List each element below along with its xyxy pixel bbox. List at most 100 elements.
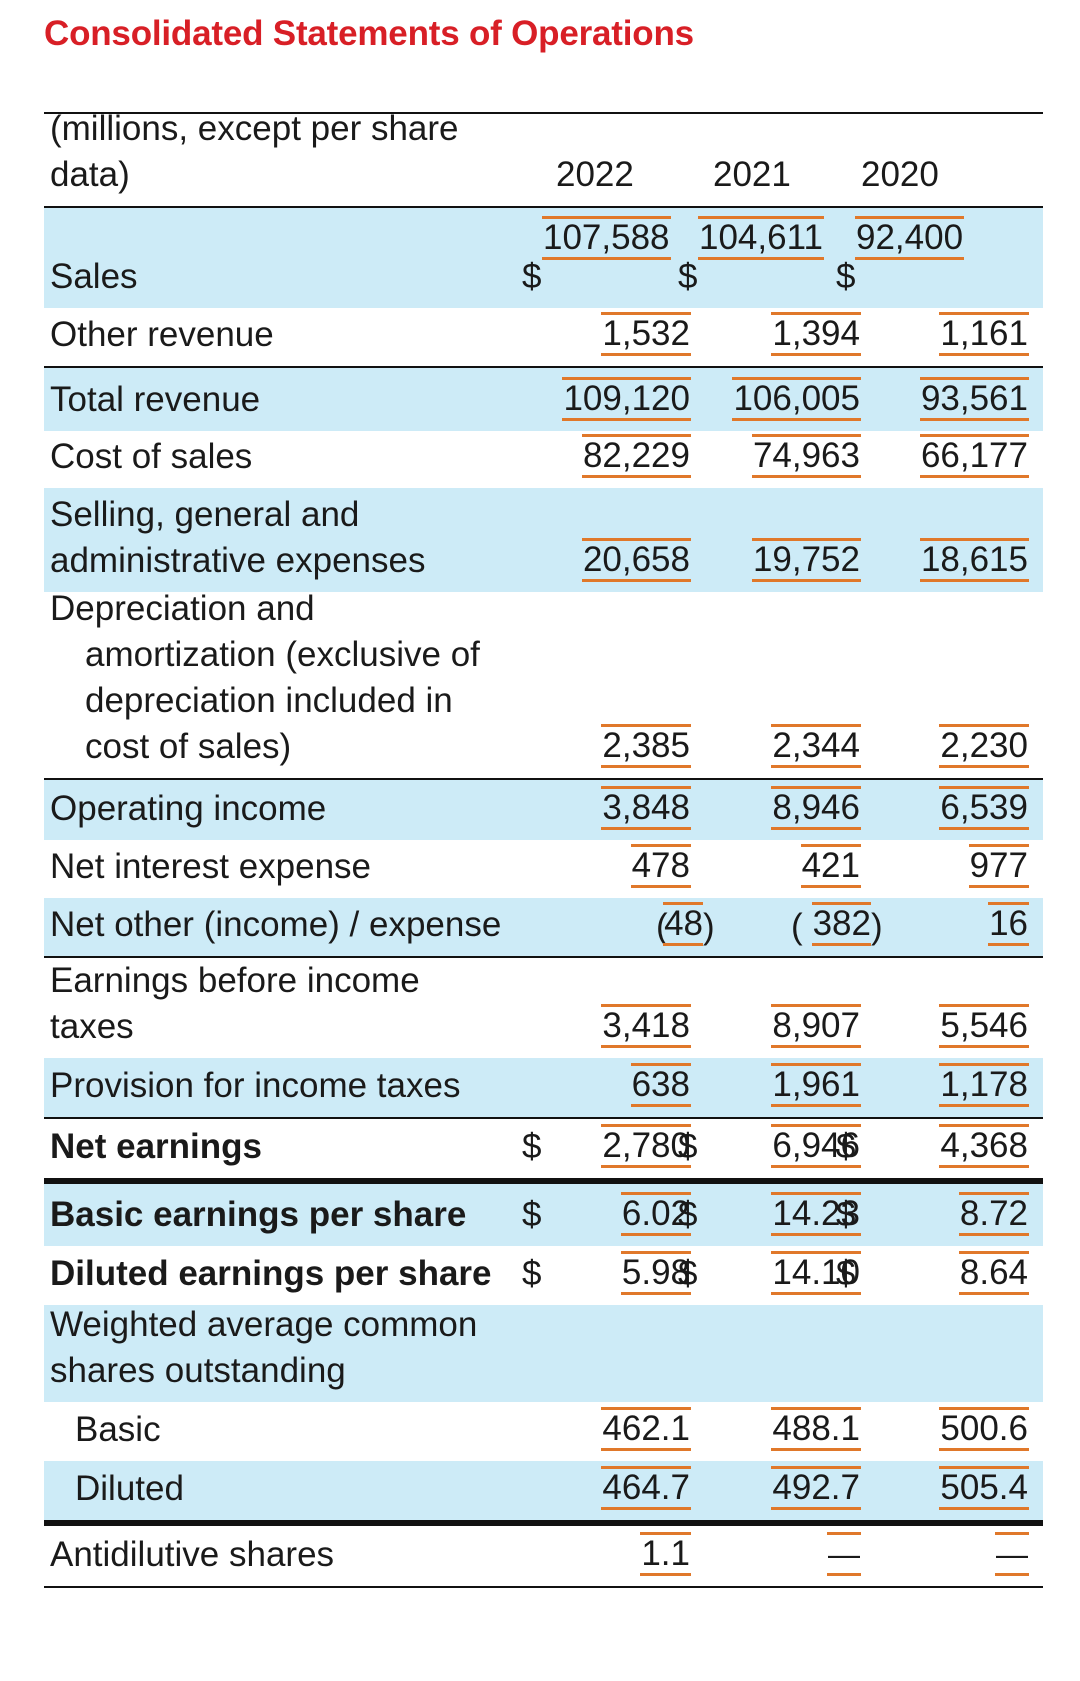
dollar-sign: $ (678, 257, 698, 296)
value-2021: 488.1 (771, 1407, 861, 1451)
value-2022: 1.1 (640, 1532, 691, 1576)
value-2020: 16 (988, 902, 1029, 946)
value-2020: 1,161 (939, 312, 1029, 356)
value-2021: 14.10 (771, 1251, 861, 1295)
table-row-net-earnings: Net earnings $ 2,780 $ 6,946 $ 4,368 (44, 1119, 1043, 1178)
value-2022: 462.1 (601, 1407, 691, 1451)
units-label: (millions, except per share data) (50, 109, 459, 194)
open-paren: ( (656, 907, 668, 946)
value-2022: 3,848 (601, 786, 691, 830)
value-2020: 505.4 (939, 1466, 1029, 1510)
row-label: Diluted earnings per share (50, 1254, 492, 1293)
value-2021: 104,611 (698, 216, 824, 260)
value-2021: 14.23 (771, 1192, 861, 1236)
close-paren: ) (703, 907, 715, 946)
value-2021: 106,005 (732, 377, 861, 421)
value-2022: 2,780 (601, 1124, 691, 1168)
table-row-sales: Sales $ $ $ 107,588 104,611 92,400 (44, 206, 1043, 308)
row-label: Weighted average common shares outstandi… (50, 1305, 478, 1390)
table-row-other-revenue: Other revenue 1,532 1,394 1,161 (44, 308, 1043, 368)
value-2022: 1,532 (601, 312, 691, 356)
table-row-diluted-shares: Diluted 464.7 492.7 505.4 (44, 1461, 1043, 1520)
value-2021: — (827, 1532, 861, 1576)
value-2020: 4,368 (939, 1124, 1029, 1168)
value-2021: 8,907 (771, 1004, 861, 1048)
value-2022: 82,229 (581, 434, 691, 478)
row-label: Antidilutive shares (50, 1535, 335, 1574)
value-2020: 5,546 (939, 1004, 1029, 1048)
table-row-sga: Selling, general and administrative expe… (44, 488, 1043, 592)
row-label: Earnings before income taxes (50, 961, 420, 1046)
row-label: Net interest expense (50, 847, 372, 886)
row-label: Selling, general and administrative expe… (50, 495, 426, 580)
value-2020: 93,561 (919, 377, 1029, 421)
dollar-sign: $ (522, 257, 542, 296)
table-row-diluted-eps: Diluted earnings per share $ 5.98 $ 14.1… (44, 1246, 1043, 1305)
close-paren: ) (871, 907, 883, 946)
value-2021: 74,963 (751, 434, 861, 478)
value-2021: 19,752 (751, 538, 861, 582)
value-2021: 1,394 (771, 312, 861, 356)
value-2020: 500.6 (939, 1407, 1029, 1451)
value-2020: 2,230 (939, 724, 1029, 768)
value-2021: 492.7 (771, 1466, 861, 1510)
value-2020: 977 (968, 844, 1029, 888)
row-label: Diluted (75, 1469, 184, 1508)
table-row-cost-of-sales: Cost of sales 82,229 74,963 66,177 (44, 431, 1043, 488)
table-row-net-other: Net other (income) / expense ( 48 ) ( 38… (44, 898, 1043, 958)
value-2020: 8.64 (958, 1251, 1029, 1295)
header-row: (millions, except per share data) 2022 2… (44, 109, 1043, 206)
table-row-operating-income: Operating income 3,848 8,946 6,539 (44, 780, 1043, 840)
row-label: Net other (income) / expense (50, 905, 502, 944)
row-label: Other revenue (50, 315, 274, 354)
year-header-2022: 2022 (556, 155, 634, 194)
value-2021: 2,344 (771, 724, 861, 768)
row-label: Depreciation and amortization (exclusive… (50, 589, 480, 766)
dollar-sign: $ (522, 1195, 542, 1234)
value-2021: 6,946 (771, 1124, 861, 1168)
year-header-2020: 2020 (861, 155, 939, 194)
value-2022: 109,120 (562, 377, 691, 421)
table-row-net-interest: Net interest expense 478 421 977 (44, 840, 1043, 898)
row-label: Basic (75, 1410, 161, 1449)
value-2022: 478 (630, 844, 691, 888)
statement-table: (millions, except per share data) 2022 2… (44, 109, 1043, 1588)
dollar-sign: $ (678, 1254, 698, 1293)
value-2021: 1,961 (771, 1063, 861, 1107)
dollar-sign: $ (836, 257, 856, 296)
open-paren: ( (791, 907, 803, 946)
dollar-sign: $ (678, 1127, 698, 1166)
value-2020: 6,539 (939, 786, 1029, 830)
year-header-2021: 2021 (713, 155, 791, 194)
value-2022: 6.02 (620, 1192, 691, 1236)
row-label: Provision for income taxes (50, 1066, 461, 1105)
row-label: Cost of sales (50, 437, 253, 476)
dollar-sign: $ (836, 1127, 856, 1166)
table-row-provision: Provision for income taxes 638 1,961 1,1… (44, 1058, 1043, 1119)
value-2022: 638 (630, 1063, 691, 1107)
row-label: Basic earnings per share (50, 1195, 467, 1234)
dollar-sign: $ (522, 1127, 542, 1166)
page-title: Consolidated Statements of Operations (44, 14, 694, 53)
value-2020: 66,177 (919, 434, 1029, 478)
value-2022: 107,588 (542, 216, 671, 260)
value-2022: 464.7 (601, 1466, 691, 1510)
dollar-sign: $ (678, 1195, 698, 1234)
table-row-antidilutive: Antidilutive shares 1.1 — — (44, 1520, 1043, 1588)
row-label: Operating income (50, 789, 327, 828)
row-label: Net earnings (50, 1127, 262, 1166)
value-2022: 48 (663, 902, 703, 946)
row-label: Total revenue (50, 380, 261, 419)
dollar-sign: $ (522, 1254, 542, 1293)
value-2022: 5.98 (620, 1251, 691, 1295)
table-row-ebit: Earnings before income taxes 3,418 8,907… (44, 958, 1043, 1058)
value-2020: 18,615 (919, 538, 1029, 582)
value-2020: 1,178 (939, 1063, 1029, 1107)
table-row-weighted-average: Weighted average common shares outstandi… (44, 1305, 1043, 1402)
value-2022: 3,418 (601, 1004, 691, 1048)
value-2021: 8,946 (771, 786, 861, 830)
row-label: Sales (50, 257, 138, 296)
value-2020: — (995, 1532, 1029, 1576)
table-row-total-revenue: Total revenue 109,120 106,005 93,561 (44, 368, 1043, 431)
table-row-basic-eps: Basic earnings per share $ 6.02 $ 14.23 … (44, 1178, 1043, 1246)
